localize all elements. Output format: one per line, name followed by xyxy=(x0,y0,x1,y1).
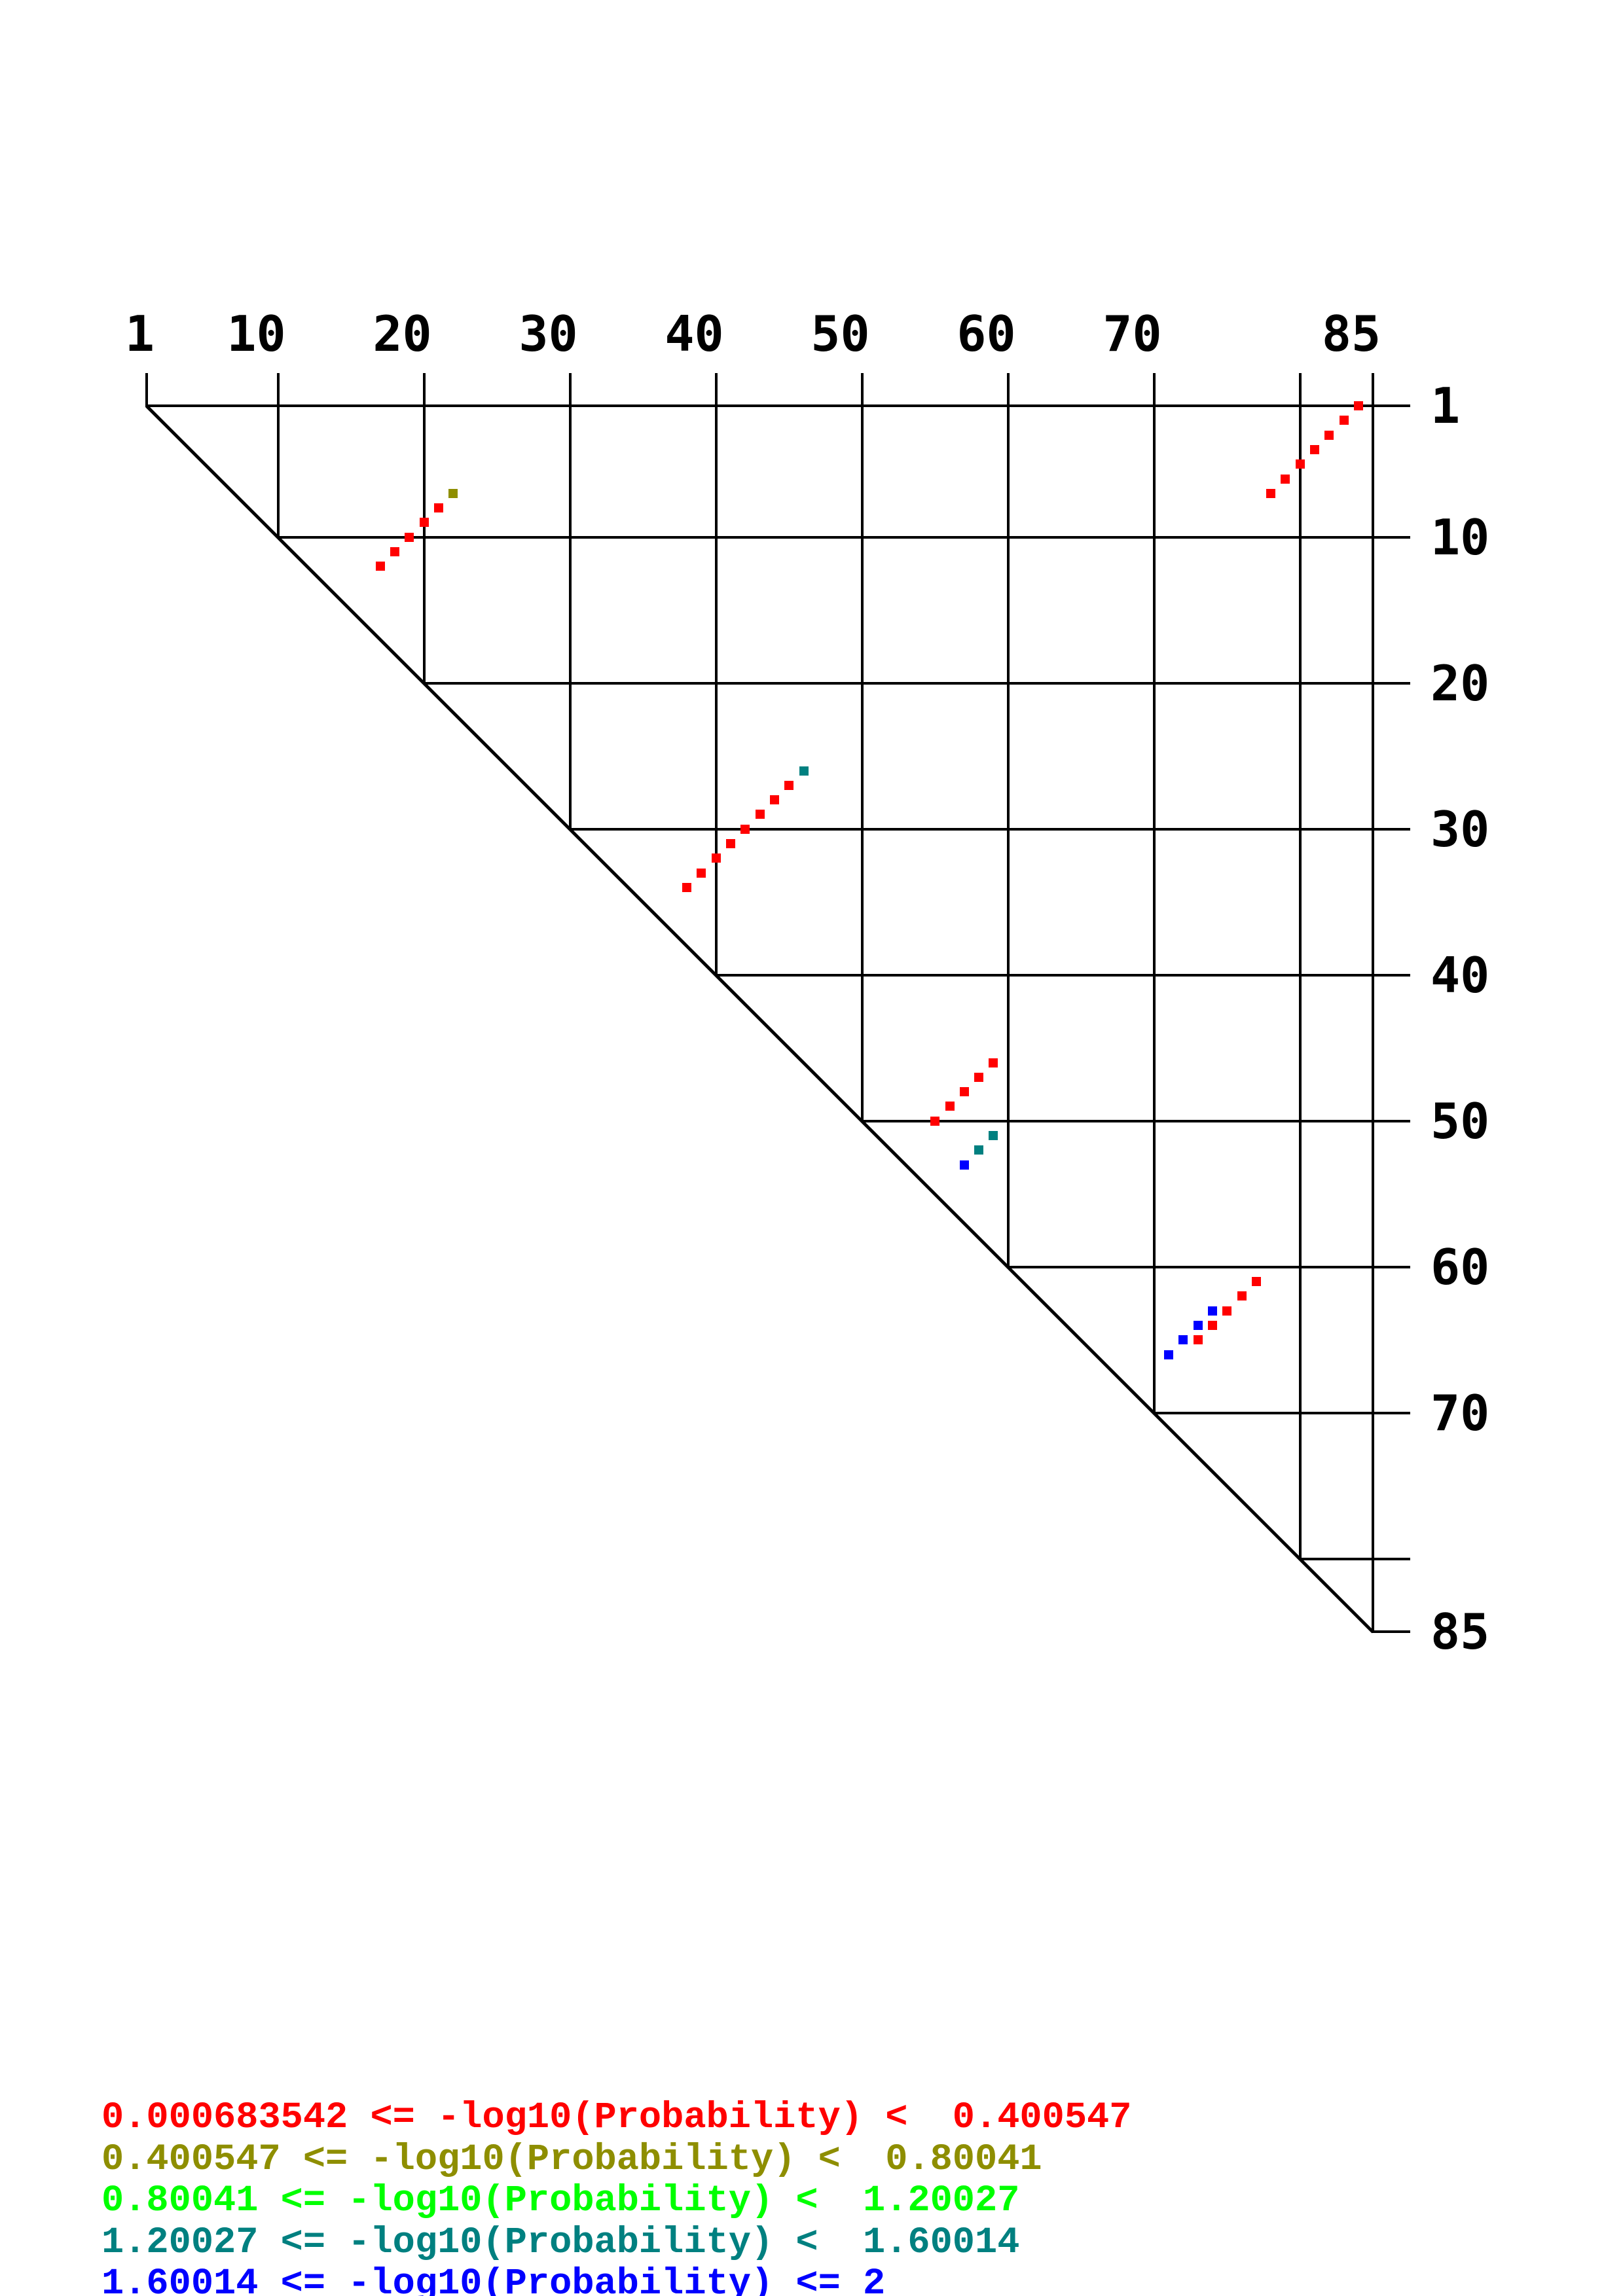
x-gridline-20 xyxy=(422,373,426,685)
probability-dot xyxy=(799,766,809,776)
probability-dot xyxy=(1237,1291,1247,1301)
y-gridline-10 xyxy=(276,535,1410,539)
probability-dot xyxy=(405,532,414,542)
probability-dot xyxy=(959,1087,969,1097)
probability-dot xyxy=(1353,401,1363,410)
probability-dot xyxy=(726,839,735,848)
probability-dot xyxy=(375,562,385,571)
x-axis-label-30: 30 xyxy=(519,305,578,363)
probability-dot xyxy=(1295,459,1305,469)
probability-dot xyxy=(1193,1335,1203,1345)
probability-legend: 0.000683542 <= -log10(Probability) < 0.4… xyxy=(101,2015,1131,2296)
x-axis-label-20: 20 xyxy=(373,305,432,363)
probability-dot xyxy=(930,1116,940,1126)
y-axis-label-60: 60 xyxy=(1431,1238,1490,1296)
probability-dot xyxy=(945,1102,955,1111)
x-gridline-40 xyxy=(714,373,718,977)
probability-dot xyxy=(959,1160,969,1170)
x-axis-label-60: 60 xyxy=(957,305,1016,363)
y-gridline-60 xyxy=(1006,1265,1410,1268)
y-axis-label-30: 30 xyxy=(1431,800,1490,858)
y-axis-label-20: 20 xyxy=(1431,654,1490,712)
legend-lines: 0.000683542 <= -log10(Probability) < 0.4… xyxy=(101,2097,1132,2296)
y-gridline-40 xyxy=(714,973,1410,977)
probability-dot xyxy=(1193,1320,1203,1330)
probability-dot xyxy=(1207,1320,1217,1330)
y-gridline-85 xyxy=(1372,1630,1410,1634)
x-gridline-80 xyxy=(1298,373,1302,1560)
probability-dot xyxy=(740,824,750,834)
probability-dot xyxy=(682,882,692,892)
probability-dot xyxy=(434,503,443,513)
x-axis-label-40: 40 xyxy=(665,305,724,363)
legend-entry-4: 1.60014 <= -log10(Probability) <= 2 xyxy=(101,2263,886,2296)
probability-dot xyxy=(419,518,429,528)
x-gridline-1 xyxy=(145,373,148,407)
x-gridline-85 xyxy=(1372,373,1375,1634)
probability-dot xyxy=(448,488,458,498)
y-gridline-30 xyxy=(568,827,1410,831)
probability-dot xyxy=(989,1058,998,1067)
y-axis-label-85: 85 xyxy=(1431,1603,1490,1661)
y-axis-label-1: 1 xyxy=(1431,377,1461,435)
y-axis-label-10: 10 xyxy=(1431,508,1490,566)
y-axis-label-70: 70 xyxy=(1431,1384,1490,1442)
probability-dot xyxy=(989,1131,998,1140)
y-gridline-20 xyxy=(422,681,1410,685)
y-axis-label-50: 50 xyxy=(1431,1092,1490,1150)
probability-dot xyxy=(390,547,400,556)
matrix-diagonal xyxy=(145,404,1374,1633)
legend-entry-0: 0.000683542 <= -log10(Probability) < 0.4… xyxy=(101,2097,1132,2139)
probability-dot xyxy=(1178,1335,1188,1345)
legend-entry-2: 0.80041 <= -log10(Probability) < 1.20027 xyxy=(101,2180,1020,2222)
probability-dot xyxy=(769,795,779,805)
x-axis-label-1: 1 xyxy=(124,305,155,363)
probability-dot xyxy=(1310,444,1319,454)
probability-dot xyxy=(974,1145,984,1155)
legend-entry-1: 0.400547 <= -log10(Probability) < 0.8004… xyxy=(101,2138,1042,2181)
x-gridline-10 xyxy=(276,373,280,539)
x-gridline-50 xyxy=(860,373,864,1122)
x-gridline-30 xyxy=(568,373,572,831)
y-gridline-1 xyxy=(145,404,1410,407)
x-gridline-70 xyxy=(1152,373,1156,1414)
probability-dot xyxy=(697,868,706,878)
probability-dot xyxy=(1266,488,1276,498)
probability-dot xyxy=(1251,1277,1261,1286)
probability-dot xyxy=(755,810,765,819)
x-gridline-60 xyxy=(1006,373,1010,1268)
y-axis-label-40: 40 xyxy=(1431,946,1490,1004)
y-gridline-80 xyxy=(1298,1557,1410,1560)
x-axis-label-85: 85 xyxy=(1321,305,1381,363)
x-axis-label-70: 70 xyxy=(1103,305,1162,363)
y-gridline-70 xyxy=(1152,1411,1410,1414)
probability-dot xyxy=(1222,1306,1232,1316)
probability-dot xyxy=(1324,430,1334,440)
probability-dot xyxy=(1207,1306,1217,1316)
probability-dot xyxy=(1339,416,1349,425)
y-gridline-50 xyxy=(860,1119,1410,1122)
probability-dot xyxy=(784,780,794,790)
x-axis-label-10: 10 xyxy=(227,305,286,363)
x-axis-label-50: 50 xyxy=(811,305,870,363)
probability-dot xyxy=(711,853,721,863)
probability-dot xyxy=(1164,1350,1173,1359)
probability-dot xyxy=(1281,474,1290,484)
probability-dot xyxy=(974,1072,984,1082)
legend-entry-3: 1.20027 <= -log10(Probability) < 1.60014 xyxy=(101,2221,1020,2264)
